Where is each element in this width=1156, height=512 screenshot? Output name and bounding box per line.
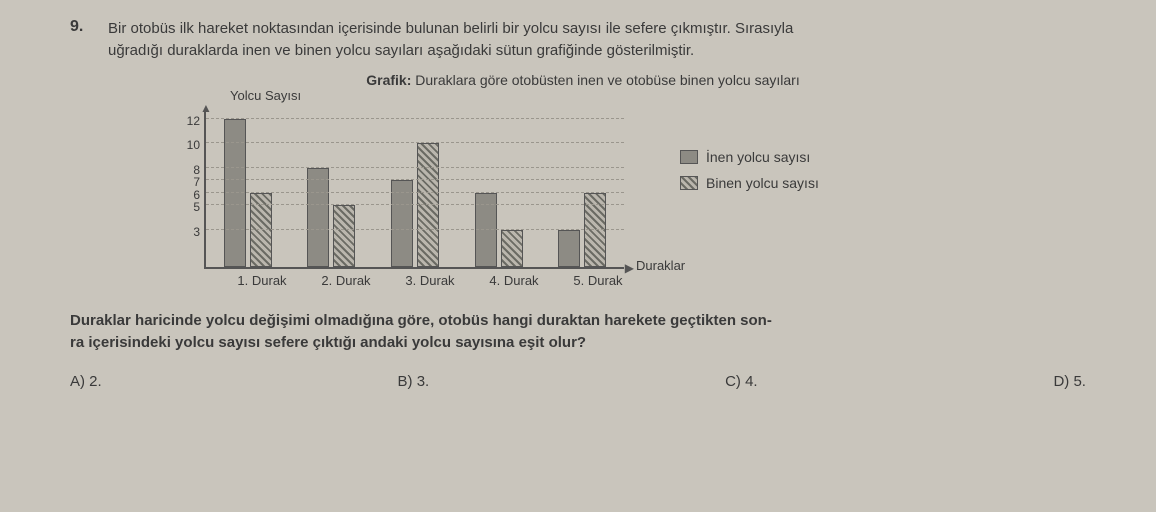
intro-line-2: uğradığı duraklarda inen ve binen yolcu …	[108, 40, 793, 62]
bar	[333, 205, 355, 267]
bar	[307, 168, 329, 266]
graph-title: Grafik: Duraklara göre otobüsten inen ve…	[70, 72, 1096, 88]
x-axis-arrow: ▶	[625, 261, 634, 275]
bar	[391, 180, 413, 266]
y-axis-label: Yolcu Sayısı	[230, 88, 1096, 103]
x-tick-label: 1. Durak	[220, 273, 304, 288]
intro-line-1: Bir otobüs ilk hareket noktasından içeri…	[108, 18, 793, 40]
legend-item-binen: Binen yolcu sayısı	[680, 175, 819, 191]
option-a[interactable]: A) 2.	[70, 373, 102, 390]
bars-container	[206, 109, 624, 267]
bar-chart: 121087653 ▲ ▶ Duraklar 1. Durak2. Durak3…	[200, 109, 640, 288]
question-number: 9.	[70, 18, 94, 62]
option-b[interactable]: B) 3.	[398, 373, 430, 390]
bar	[417, 143, 439, 266]
legend: İnen yolcu sayısı Binen yolcu sayısı	[680, 149, 819, 201]
bar	[558, 230, 580, 267]
question-line-2: ra içerisindeki yolcu sayısı sefere çıkt…	[70, 334, 586, 351]
bar	[224, 119, 246, 267]
plot-area: ▲ ▶ Duraklar	[204, 109, 624, 269]
x-tick-labels: 1. Durak2. Durak3. Durak4. Durak5. Durak	[220, 273, 640, 288]
legend-item-inen: İnen yolcu sayısı	[680, 149, 819, 165]
x-axis-label: Duraklar	[636, 258, 685, 273]
graph-title-text: Duraklara göre otobüsten inen ve otobüse…	[411, 72, 799, 88]
x-tick-label: 4. Durak	[472, 273, 556, 288]
legend-label-2: Binen yolcu sayısı	[706, 175, 819, 191]
legend-label-1: İnen yolcu sayısı	[706, 149, 810, 165]
answer-options: A) 2. B) 3. C) 4. D) 5.	[70, 373, 1096, 390]
graph-title-prefix: Grafik:	[366, 72, 411, 88]
question-text: Duraklar haricinde yolcu değişimi olmadı…	[70, 310, 1096, 355]
option-d[interactable]: D) 5.	[1053, 373, 1086, 390]
bar	[501, 230, 523, 267]
x-tick-label: 3. Durak	[388, 273, 472, 288]
legend-swatch-hatched	[680, 176, 698, 190]
legend-swatch-solid	[680, 150, 698, 164]
option-c[interactable]: C) 4.	[725, 373, 758, 390]
x-tick-label: 5. Durak	[556, 273, 640, 288]
x-tick-label: 2. Durak	[304, 273, 388, 288]
question-line-1: Duraklar haricinde yolcu değişimi olmadı…	[70, 312, 772, 329]
